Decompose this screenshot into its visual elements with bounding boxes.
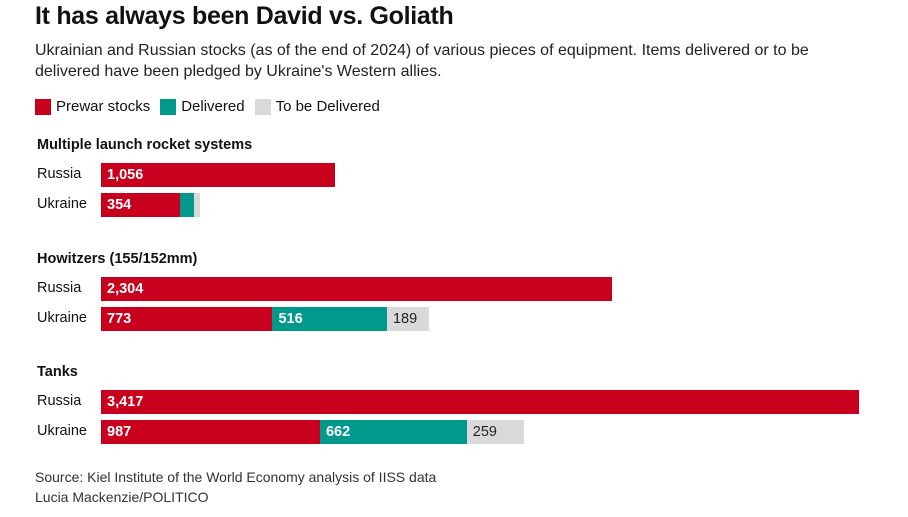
bar-value-label: 189 [392,311,418,327]
chart-subtitle: Ukrainian and Russian stocks (as of the … [35,42,809,80]
bar-value-label: 1,056 [107,167,144,183]
bar-value-label: 516 [278,311,303,327]
legend-swatch-prewar [35,98,51,115]
bar-to-be-delivered [194,193,201,217]
bar-prewar: 3,417 [101,390,859,414]
row-label: Russia [37,393,82,409]
legend-prewar: Prewar stocks [35,98,150,115]
bar-prewar: 354 [101,193,180,217]
legend: Prewar stocks Delivered To be Delivered [35,98,380,115]
chart-title: It has always been David vs. Goliath [35,2,454,30]
row-label: Ukraine [37,423,87,439]
row-label: Ukraine [37,310,87,326]
bar-value-label: 354 [107,197,132,213]
bar-prewar: 1,056 [101,163,336,187]
bar-prewar: 987 [101,420,320,444]
row-label: Russia [37,280,82,296]
group-title: Tanks [37,364,78,380]
bar-prewar: 773 [101,307,273,331]
bar-value-label: 2,304 [107,281,144,297]
bar-value-label: 662 [325,424,351,440]
row-label: Ukraine [37,196,87,212]
group-title: Multiple launch rocket systems [37,137,253,153]
bar-value-label: 3,417 [107,394,144,410]
bar-delivered [179,193,195,217]
bar-prewar: 2,304 [101,277,613,301]
row-label: Russia [37,166,82,182]
group-title: Howitzers (155/152mm) [37,251,198,267]
bar-delivered: 516 [272,307,387,331]
legend-delivered: Delivered [160,98,245,115]
legend-label: Delivered [181,98,245,115]
legend-label: Prewar stocks [56,98,151,115]
legend-label: To be Delivered [275,98,380,115]
credit: Lucia Mackenzie/POLITICO [35,489,209,505]
legend-swatch-delivered [160,98,177,115]
bar-value-label: 773 [107,311,132,327]
bar-to-be-delivered: 189 [386,307,429,331]
bar-delivered: 662 [319,420,467,444]
source-note: Source: Kiel Institute of the World Econ… [35,469,437,485]
legend-swatch-tobe [254,98,271,115]
bar-value-label: 259 [472,424,497,440]
bar-to-be-delivered: 259 [466,420,525,444]
legend-tobe: To be Delivered [254,98,380,115]
bar-value-label: 987 [107,424,132,440]
